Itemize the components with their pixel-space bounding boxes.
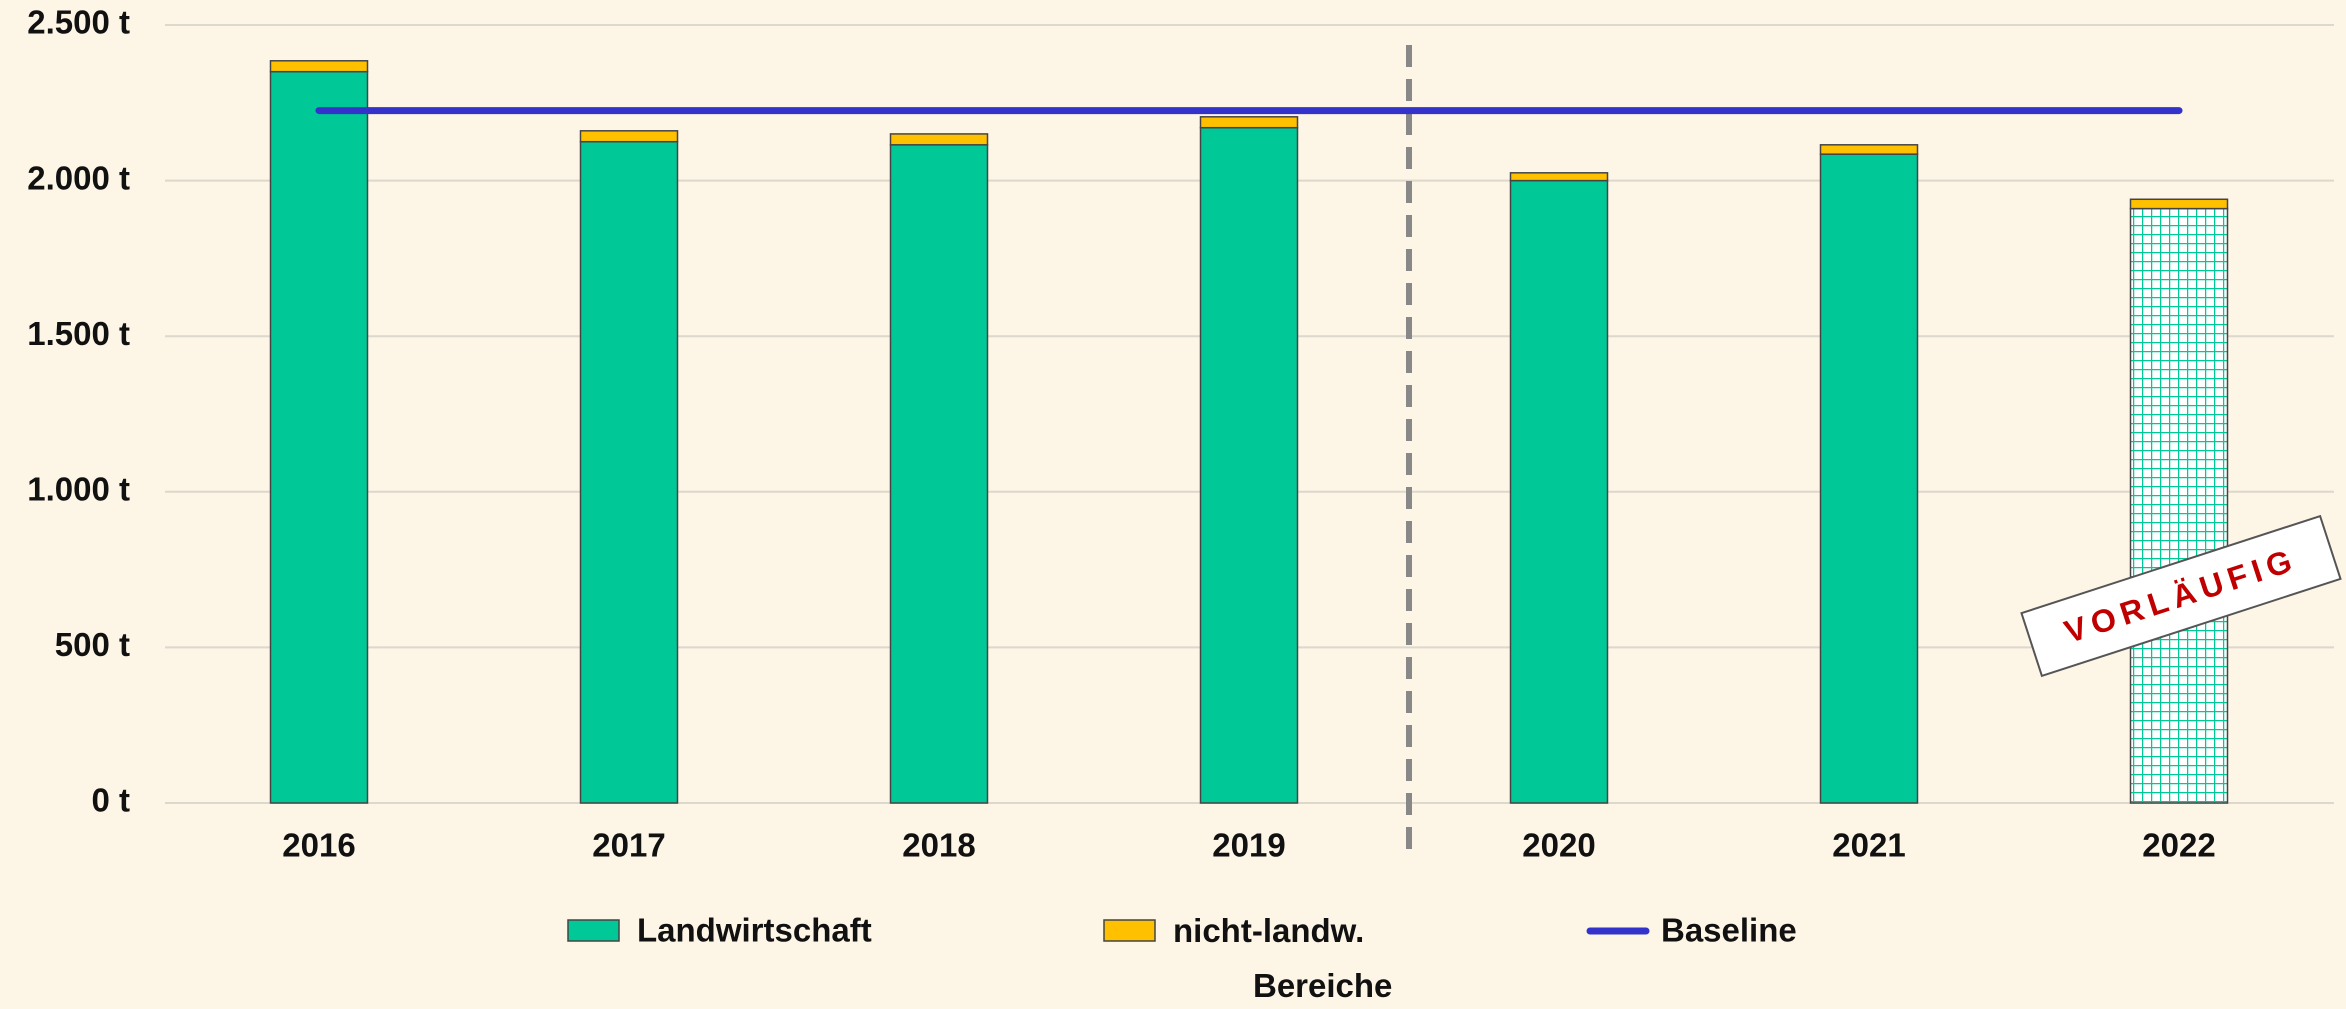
bar-segment xyxy=(579,130,679,143)
legend-swatch xyxy=(1103,919,1156,942)
y-tick-label: 2.500 t xyxy=(27,4,130,41)
y-tick-label: 1.000 t xyxy=(27,471,130,508)
x-tick-label: 2019 xyxy=(1212,827,1285,864)
bar-segment xyxy=(269,60,369,73)
bar-segment xyxy=(1819,153,1919,804)
x-tick-label: 2016 xyxy=(282,827,355,864)
bar-segment xyxy=(1819,144,1919,155)
legend-label: nicht-landw. Bereiche xyxy=(1173,912,1392,1004)
bar-segment xyxy=(1199,126,1299,804)
x-tick-label: 2020 xyxy=(1522,827,1595,864)
x-tick-label: 2021 xyxy=(1832,827,1905,864)
legend-label: Baseline xyxy=(1661,912,1797,949)
bar-segment xyxy=(889,133,989,146)
legend-label: Landwirtschaft xyxy=(637,912,872,949)
bar-segment xyxy=(2129,198,2229,210)
stamp-box xyxy=(2020,514,2342,678)
y-tick-label: 0 t xyxy=(91,782,130,819)
x-tick-label: 2017 xyxy=(592,827,665,864)
bar-segment xyxy=(1199,116,1299,129)
bar-segment xyxy=(889,144,989,804)
bar-segment xyxy=(1509,179,1609,804)
bar-segment xyxy=(1509,172,1609,182)
x-tick-label: 2022 xyxy=(2142,827,2215,864)
x-tick-label: 2018 xyxy=(902,827,975,864)
y-tick-label: 500 t xyxy=(55,626,130,663)
bar-segment xyxy=(269,70,369,804)
y-tick-label: 2.000 t xyxy=(27,159,130,196)
y-tick-label: 1.500 t xyxy=(27,315,130,352)
bar-segment xyxy=(2129,207,2229,804)
bar-segment xyxy=(579,140,679,804)
legend-swatch xyxy=(567,919,620,942)
